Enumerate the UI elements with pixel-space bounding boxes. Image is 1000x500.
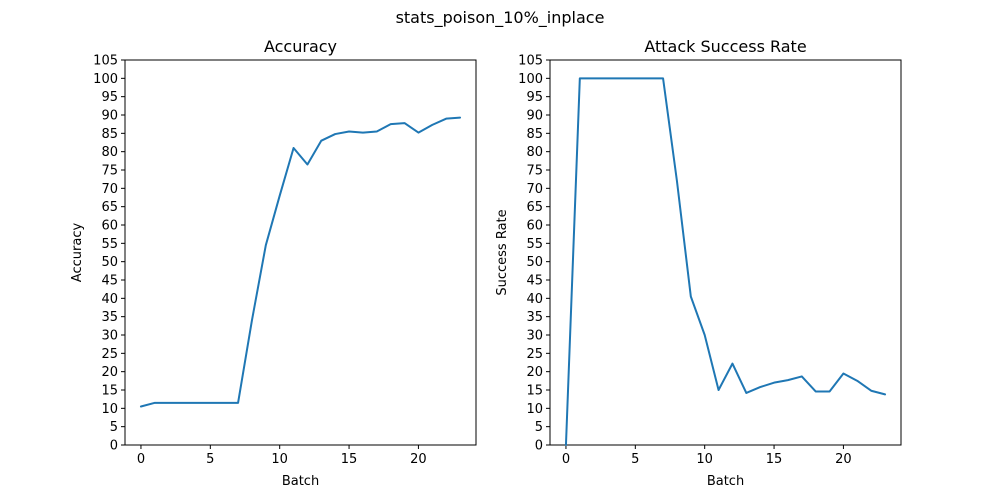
accuracy-x-tick-label: 5	[206, 452, 214, 467]
attack-success-rate-y-tick-label: 20	[526, 365, 543, 380]
attack-success-rate-axes-frame	[549, 59, 902, 446]
accuracy-y-tick-label: 55	[101, 237, 118, 252]
accuracy-y-tick-label: 100	[93, 72, 118, 87]
attack-success-rate-y-tick-label: 25	[526, 347, 543, 362]
accuracy-x-tick-label: 20	[410, 452, 427, 467]
accuracy-y-tick-label: 45	[101, 274, 118, 289]
accuracy-y-tick-label: 90	[101, 109, 118, 124]
attack-success-rate-y-tick-label: 80	[526, 145, 543, 160]
attack-success-rate-y-tick-label: 0	[535, 439, 543, 454]
accuracy-x-axis-label: Batch	[282, 474, 319, 489]
attack-success-rate-y-tick-label: 65	[526, 200, 543, 215]
accuracy-y-tick-label: 30	[101, 329, 118, 344]
attack-success-rate-y-tick-label: 50	[526, 255, 543, 270]
accuracy-y-tick-label: 85	[101, 127, 118, 142]
accuracy-y-tick-label: 65	[101, 200, 118, 215]
attack-success-rate-series-line	[564, 77, 887, 446]
attack-success-rate-y-tick-label: 100	[518, 72, 543, 87]
accuracy-y-tick-label: 75	[101, 164, 118, 179]
attack-success-rate-x-tick-label: 15	[766, 452, 783, 467]
attack-success-rate-y-tick-label: 95	[526, 90, 543, 105]
accuracy-y-tick-label: 70	[101, 182, 118, 197]
attack-success-rate-y-tick-label: 10	[526, 402, 543, 417]
accuracy-x-tick-label: 0	[137, 452, 145, 467]
figure-suptitle: stats_poison_10%_inplace	[396, 8, 605, 28]
attack-success-rate-panel: Attack Success Rate 0 5 10 15 20 0 5 10 15 20 25 30 3…	[495, 37, 902, 489]
accuracy-axes-frame	[124, 59, 477, 446]
attack-success-rate-y-tick-label: 70	[526, 182, 543, 197]
accuracy-y-tick-label: 40	[101, 292, 118, 307]
attack-success-rate-y-tick-label: 15	[526, 384, 543, 399]
attack-success-rate-x-tick-label: 5	[631, 452, 639, 467]
accuracy-y-tick-label: 15	[101, 384, 118, 399]
attack-success-rate-x-tick-label: 0	[562, 452, 570, 467]
accuracy-y-tick-label: 25	[101, 347, 118, 362]
attack-success-rate-y-tick-label: 85	[526, 127, 543, 142]
attack-success-rate-y-tick-label: 35	[526, 310, 543, 325]
accuracy-y-tick-label: 5	[110, 420, 118, 435]
attack-success-rate-x-tick-label: 20	[835, 452, 852, 467]
attack-success-rate-y-tick-label: 60	[526, 219, 543, 234]
attack-success-rate-x-axis-label: Batch	[707, 474, 744, 489]
accuracy-y-tick-label: 20	[101, 365, 118, 380]
accuracy-panel: Accuracy 0 5 10 15 20 0 5 10 15 20 25 30 35 40 45 50 55 60…	[70, 37, 477, 489]
accuracy-y-tick-label: 10	[101, 402, 118, 417]
accuracy-y-tick-label: 105	[93, 54, 118, 69]
accuracy-x-tick-label: 15	[341, 452, 358, 467]
attack-success-rate-y-tick-label: 105	[518, 54, 543, 69]
accuracy-x-tick-label: 10	[271, 452, 288, 467]
accuracy-y-tick-label: 50	[101, 255, 118, 270]
accuracy-y-tick-label: 95	[101, 90, 118, 105]
attack-success-rate-y-tick-label: 5	[535, 420, 543, 435]
attack-success-rate-x-tick-label: 10	[696, 452, 713, 467]
attack-success-rate-title: Attack Success Rate	[644, 37, 806, 56]
accuracy-series-line	[139, 116, 462, 408]
accuracy-y-tick-label: 35	[101, 310, 118, 325]
attack-success-rate-y-tick-label: 55	[526, 237, 543, 252]
accuracy-y-axis-label: Accuracy	[70, 223, 85, 283]
attack-success-rate-y-axis-label: Success Rate	[495, 209, 510, 295]
accuracy-y-tick-label: 80	[101, 145, 118, 160]
attack-success-rate-y-tick-label: 45	[526, 274, 543, 289]
accuracy-title: Accuracy	[264, 37, 337, 56]
accuracy-y-tick-label: 0	[110, 439, 118, 454]
attack-success-rate-y-tick-label: 30	[526, 329, 543, 344]
attack-success-rate-y-tick-label: 90	[526, 109, 543, 124]
accuracy-y-tick-label: 60	[101, 219, 118, 234]
attack-success-rate-y-tick-label: 40	[526, 292, 543, 307]
attack-success-rate-y-tick-label: 75	[526, 164, 543, 179]
